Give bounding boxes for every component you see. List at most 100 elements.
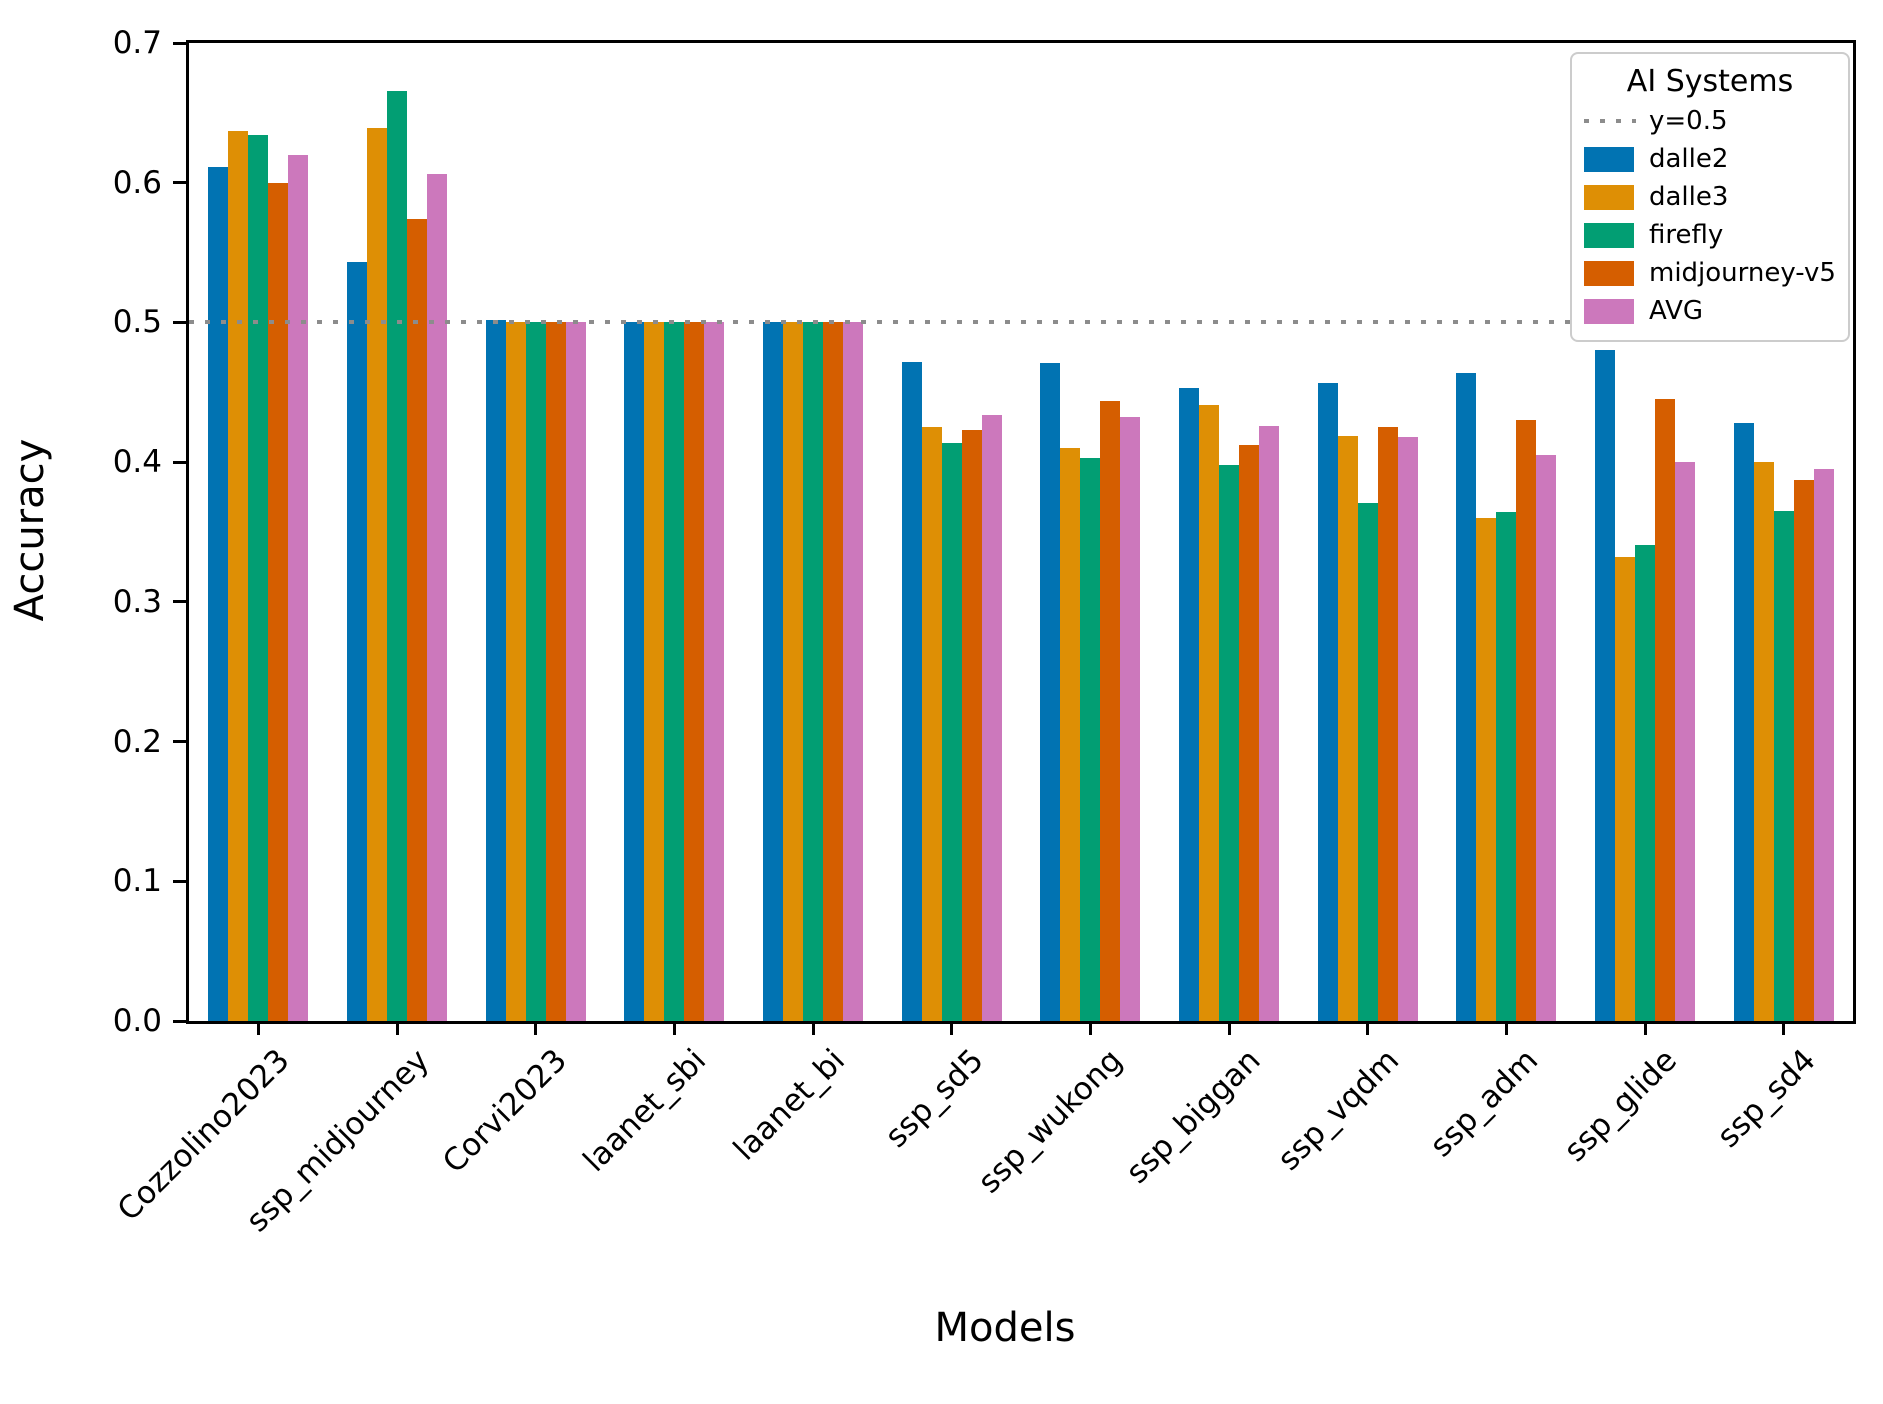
legend-item-label: AVG: [1649, 296, 1704, 326]
bar-group-ssp_glide: [1576, 43, 1715, 1021]
y-tick-mark-0.2: [173, 740, 187, 744]
dotted-line-swatch-icon: [1584, 119, 1636, 123]
bar-group-Corvi2023: [466, 43, 605, 1021]
x-tick-mark-ssp_glide: [1643, 1021, 1647, 1035]
x-tick-mark-laanet_sbi: [672, 1021, 676, 1035]
bar-Cozzolino2023-AVG: [288, 154, 309, 1021]
legend-item-label: dalle3: [1649, 182, 1729, 212]
bar-laanet_bi-midjourney-v5: [823, 322, 844, 1021]
y-tick-mark-0.0: [173, 1019, 187, 1023]
bar-ssp_wukong-dalle2: [1040, 362, 1061, 1021]
legend-item-AVG: AVG: [1584, 292, 1836, 330]
y-tick-mark-0.7: [173, 41, 187, 45]
color-swatch-icon-dalle3: [1584, 184, 1634, 210]
legend-title: AI Systems: [1626, 64, 1794, 99]
x-axis-title: Models: [934, 1305, 1076, 1351]
bar-laanet_bi-dalle2: [763, 322, 784, 1021]
bar-ssp_midjourney-midjourney-v5: [407, 219, 427, 1021]
bar-ssp_sd5-firefly: [941, 442, 962, 1021]
bar-ssp_sd5-dalle2: [901, 361, 922, 1021]
bar-ssp_wukong-AVG: [1120, 417, 1141, 1021]
color-swatch-icon-midjourney-v5: [1584, 260, 1634, 286]
bar-Cozzolino2023-dalle2: [208, 167, 229, 1021]
bar-ssp_adm-firefly: [1496, 512, 1517, 1021]
bar-Corvi2023-midjourney-v5: [545, 322, 566, 1021]
x-tick-mark-ssp_vqdm: [1366, 1021, 1370, 1035]
bar-ssp_biggan-dalle3: [1199, 404, 1220, 1021]
bar-ssp_glide-midjourney-v5: [1655, 399, 1676, 1021]
x-tick-mark-ssp_biggan: [1227, 1021, 1231, 1035]
reference-line-y-0.5: [189, 320, 1853, 325]
bar-group-Cozzolino2023: [189, 43, 328, 1021]
bar-group-ssp_sd4: [1714, 43, 1853, 1021]
legend-item-label: y=0.5: [1649, 106, 1728, 136]
bar-ssp_glide-dalle2: [1595, 350, 1616, 1021]
bar-ssp_adm-dalle3: [1476, 518, 1497, 1021]
x-tick-mark-ssp_adm: [1504, 1021, 1508, 1035]
y-tick-label-0.4: 0.4: [112, 444, 162, 481]
x-tick-mark-Corvi2023: [534, 1021, 538, 1035]
bar-ssp_vqdm-AVG: [1397, 437, 1418, 1021]
bar-group-laanet_sbi: [605, 43, 744, 1021]
legend-item-refline: y=0.5: [1584, 102, 1836, 140]
bar-laanet_sbi-dalle3: [644, 322, 665, 1021]
x-tick-mark-ssp_midjourney: [395, 1021, 399, 1035]
y-tick-label-0.6: 0.6: [112, 164, 162, 201]
bar-ssp_sd4-firefly: [1773, 511, 1794, 1021]
legend-item-dalle2: dalle2: [1584, 140, 1836, 178]
bar-ssp_midjourney-firefly: [387, 90, 407, 1021]
bar-laanet_sbi-midjourney-v5: [684, 322, 705, 1021]
y-tick-mark-0.1: [173, 879, 187, 883]
bar-laanet_sbi-AVG: [704, 322, 725, 1021]
bar-Corvi2023-AVG: [565, 322, 586, 1021]
bar-ssp_biggan-dalle2: [1179, 388, 1200, 1021]
bar-Corvi2023-dalle2: [485, 319, 506, 1021]
x-tick-mark-ssp_wukong: [1088, 1021, 1092, 1035]
bars-area: [189, 43, 1853, 1021]
y-tick-label-0.0: 0.0: [112, 1003, 162, 1039]
bar-ssp_vqdm-midjourney-v5: [1377, 427, 1398, 1021]
bar-laanet_bi-dalle3: [783, 322, 804, 1021]
bar-ssp_sd4-AVG: [1813, 469, 1834, 1021]
bar-group-ssp_midjourney: [328, 43, 467, 1021]
legend: AI Systems y=0.5 dalle2 dalle3 firefly midj…: [1570, 52, 1850, 342]
legend-item-label: dalle2: [1649, 144, 1729, 174]
y-tick-label-0.3: 0.3: [112, 583, 162, 620]
color-swatch-icon-AVG: [1584, 298, 1634, 324]
x-tick-mark-laanet_bi: [811, 1021, 815, 1035]
bar-Cozzolino2023-dalle3: [228, 131, 249, 1021]
bar-laanet_bi-firefly: [803, 322, 824, 1021]
bar-ssp_sd5-midjourney-v5: [961, 430, 982, 1021]
y-tick-label-0.1: 0.1: [112, 863, 162, 900]
bar-Cozzolino2023-firefly: [248, 135, 269, 1021]
bar-ssp_sd4-midjourney-v5: [1793, 480, 1814, 1021]
y-tick-mark-0.6: [173, 181, 187, 185]
bar-ssp_biggan-AVG: [1259, 425, 1280, 1021]
bar-group-ssp_sd5: [882, 43, 1021, 1021]
legend-item-midjourney-v5: midjourney-v5: [1584, 254, 1836, 292]
color-swatch-icon-firefly: [1584, 222, 1634, 248]
y-tick-label-0.7: 0.7: [112, 25, 162, 61]
bar-ssp_midjourney-dalle2: [347, 262, 367, 1021]
bar-group-ssp_wukong: [1021, 43, 1160, 1021]
bar-ssp_glide-firefly: [1635, 544, 1656, 1021]
bar-ssp_adm-AVG: [1536, 455, 1557, 1021]
bar-ssp_sd5-AVG: [981, 414, 1002, 1021]
bar-ssp_wukong-dalle3: [1060, 448, 1081, 1021]
bar-ssp_adm-midjourney-v5: [1516, 420, 1537, 1021]
bar-ssp_glide-dalle3: [1615, 557, 1636, 1021]
y-tick-label-0.5: 0.5: [112, 304, 162, 341]
legend-item-label: firefly: [1649, 220, 1724, 250]
legend-item-firefly: firefly: [1584, 216, 1836, 254]
bar-ssp_midjourney-dalle3: [367, 128, 387, 1021]
y-tick-mark-0.3: [173, 600, 187, 604]
bar-ssp_sd4-dalle3: [1753, 462, 1774, 1021]
bar-group-laanet_bi: [744, 43, 883, 1021]
bar-ssp_vqdm-firefly: [1357, 502, 1378, 1021]
bar-ssp_midjourney-AVG: [427, 174, 447, 1021]
legend-item-dalle3: dalle3: [1584, 178, 1836, 216]
bar-Corvi2023-dalle3: [505, 322, 526, 1021]
y-tick-mark-0.5: [173, 320, 187, 324]
bar-ssp_adm-dalle2: [1456, 372, 1477, 1021]
